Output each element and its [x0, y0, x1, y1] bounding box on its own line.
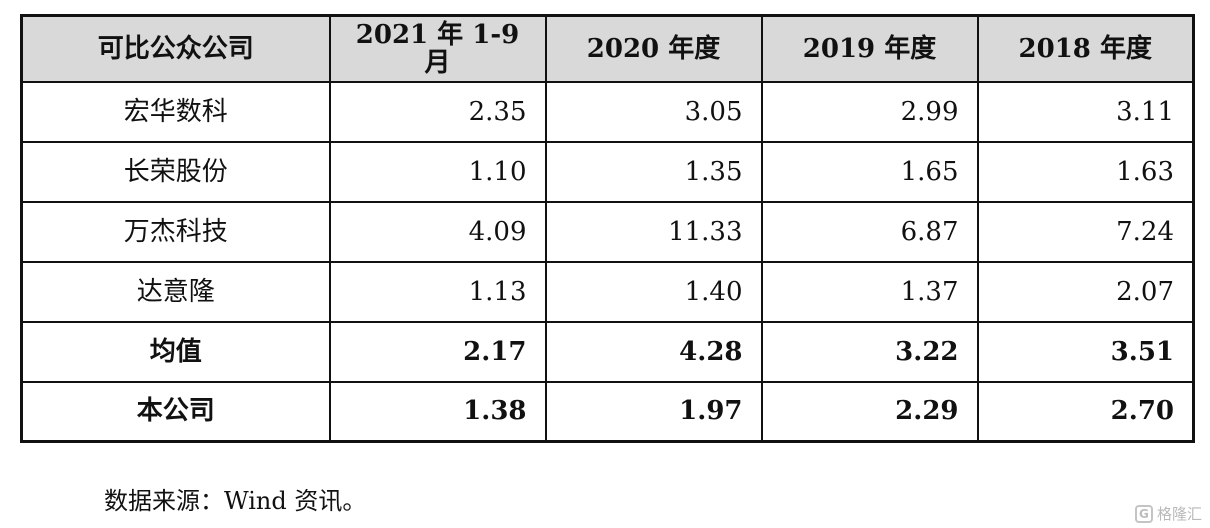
- value-cell: 1.63: [976, 140, 1195, 203]
- company-name-cell: 达意隆: [20, 260, 331, 323]
- table-row: 长荣股份 1.10 1.35 1.65 1.63: [20, 140, 1195, 203]
- company-name-cell: 本公司: [20, 380, 331, 443]
- comparison-table: 可比公众公司 2021 年 1-9 月 2020 年度 2019 年度 2018…: [20, 14, 1195, 443]
- company-name-cell: 长荣股份: [20, 140, 331, 203]
- table-row: 均值 2.17 4.28 3.22 3.51: [20, 320, 1195, 383]
- value-cell: 2.35: [328, 80, 547, 143]
- value-cell: 4.28: [544, 320, 763, 383]
- value-cell: 1.13: [328, 260, 547, 323]
- value-cell: 1.38: [328, 380, 547, 443]
- value-cell: 1.37: [760, 260, 979, 323]
- value-cell: 3.22: [760, 320, 979, 383]
- table-row: 万杰科技 4.09 11.33 6.87 7.24: [20, 200, 1195, 263]
- g-logo-icon: G: [1134, 504, 1153, 523]
- header-2020: 2020 年度: [544, 14, 763, 83]
- value-cell: 2.07: [976, 260, 1195, 323]
- value-cell: 2.70: [976, 380, 1195, 443]
- table-header-row: 可比公众公司 2021 年 1-9 月 2020 年度 2019 年度 2018…: [20, 14, 1195, 83]
- header-2018: 2018 年度: [976, 14, 1195, 83]
- value-cell: 2.17: [328, 320, 547, 383]
- value-cell: 2.29: [760, 380, 979, 443]
- header-company: 可比公众公司: [20, 14, 331, 83]
- value-cell: 3.11: [976, 80, 1195, 143]
- table-row: 宏华数科 2.35 3.05 2.99 3.11: [20, 80, 1195, 143]
- company-name-cell: 宏华数科: [20, 80, 331, 143]
- watermark: G 格隆汇: [1134, 503, 1202, 524]
- table-row: 本公司 1.38 1.97 2.29 2.70: [20, 380, 1195, 443]
- company-name-cell: 均值: [20, 320, 331, 383]
- value-cell: 1.40: [544, 260, 763, 323]
- value-cell: 1.65: [760, 140, 979, 203]
- header-2019: 2019 年度: [760, 14, 979, 83]
- value-cell: 4.09: [328, 200, 547, 263]
- value-cell: 1.10: [328, 140, 547, 203]
- watermark-text: 格隆汇: [1156, 505, 1202, 523]
- table-row: 达意隆 1.13 1.40 1.37 2.07: [20, 260, 1195, 323]
- company-name-cell: 万杰科技: [20, 200, 331, 263]
- value-cell: 1.35: [544, 140, 763, 203]
- value-cell: 1.97: [544, 380, 763, 443]
- value-cell: 6.87: [760, 200, 979, 263]
- value-cell: 3.05: [544, 80, 763, 143]
- value-cell: 7.24: [976, 200, 1195, 263]
- source-note: 数据来源：Wind 资讯。: [104, 487, 367, 515]
- value-cell: 3.51: [976, 320, 1195, 383]
- value-cell: 11.33: [544, 200, 763, 263]
- header-2021-q1-q3: 2021 年 1-9 月: [328, 14, 547, 83]
- value-cell: 2.99: [760, 80, 979, 143]
